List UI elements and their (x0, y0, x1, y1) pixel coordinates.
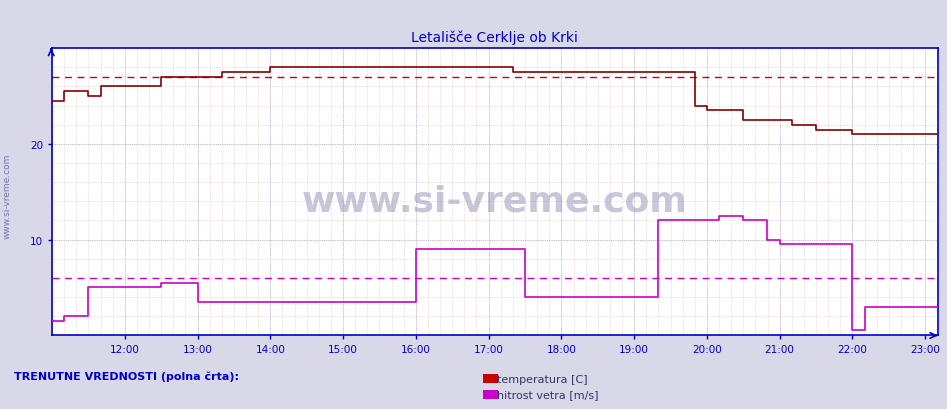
Text: TRENUTNE VREDNOSTI (polna črta):: TRENUTNE VREDNOSTI (polna črta): (14, 370, 240, 381)
Text: www.si-vreme.com: www.si-vreme.com (3, 154, 12, 239)
Text: www.si-vreme.com: www.si-vreme.com (302, 184, 688, 218)
Text: temperatura [C]: temperatura [C] (497, 374, 588, 384)
Title: Letališče Cerklje ob Krki: Letališče Cerklje ob Krki (411, 31, 579, 45)
Text: hitrost vetra [m/s]: hitrost vetra [m/s] (497, 389, 599, 399)
